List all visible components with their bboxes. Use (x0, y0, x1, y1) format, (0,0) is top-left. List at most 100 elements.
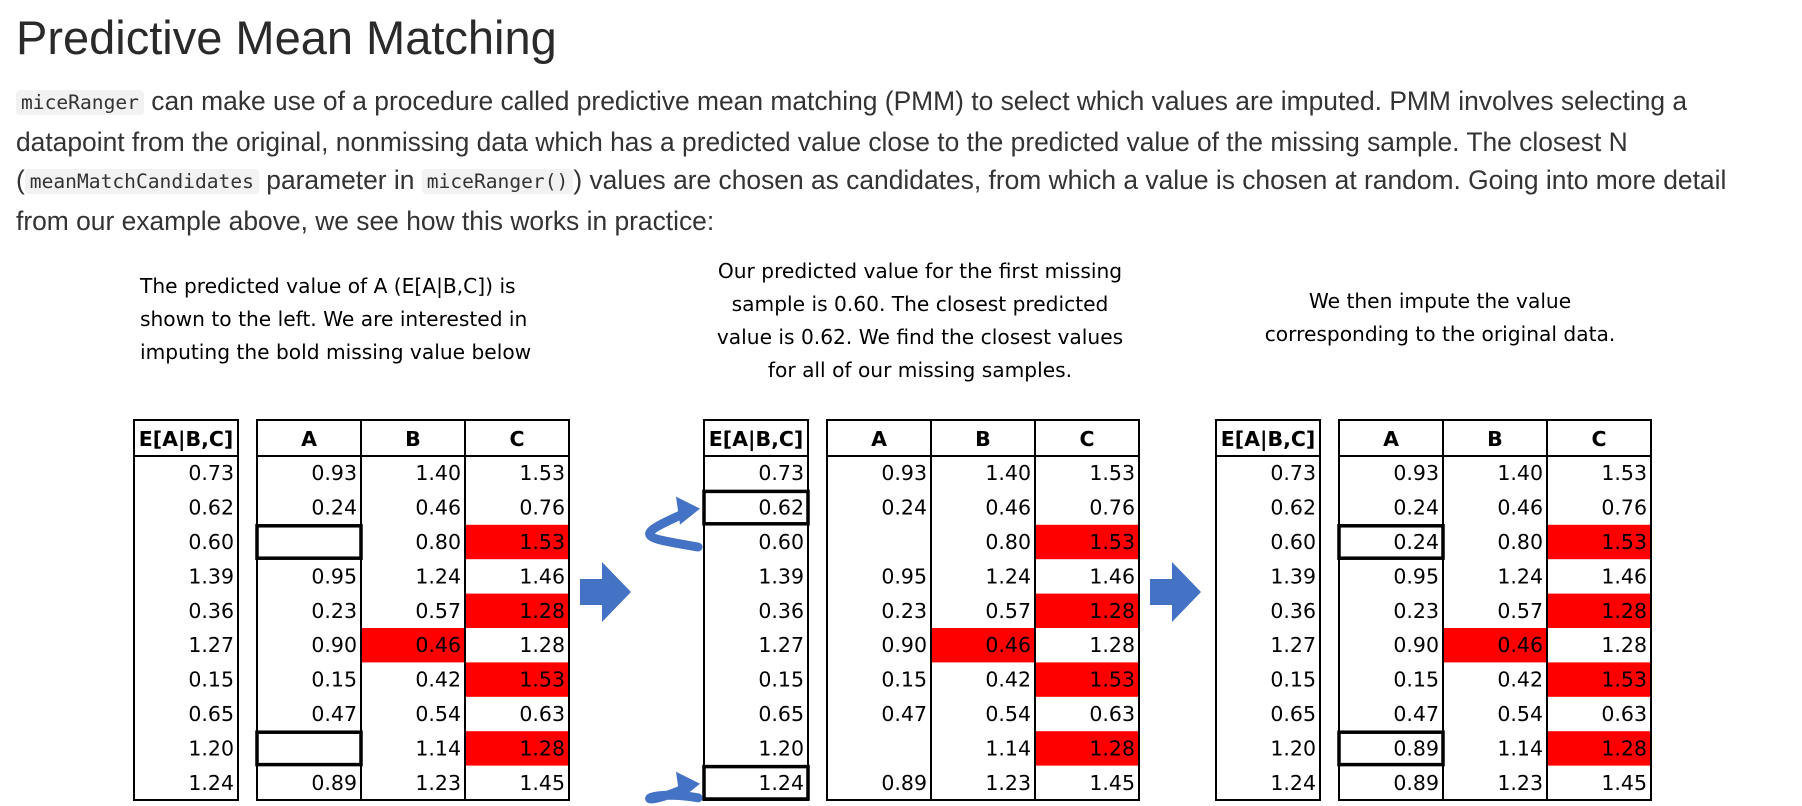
caption-line: The predicted value of A (E[A|B,C]) is (140, 274, 516, 298)
caption-line: Our predicted value for the first missin… (717, 259, 1123, 283)
data-cell: 0.46 (415, 633, 461, 657)
predicted-cell: 0.15 (1270, 668, 1316, 692)
data-cell: 0.93 (1393, 461, 1439, 485)
data-cell: 1.24 (985, 564, 1031, 588)
column-header-b: B (975, 427, 991, 451)
predicted-table-frame (1215, 419, 1321, 801)
right-arrow-icon (580, 562, 631, 622)
data-cell: 0.95 (881, 564, 927, 588)
data-cell: 0.23 (881, 599, 927, 623)
data-cell: 1.28 (1089, 599, 1135, 623)
data-cell: 0.42 (1497, 668, 1543, 692)
caption-line: corresponding to the original data. (1264, 322, 1616, 346)
data-cell: 1.53 (519, 461, 565, 485)
data-cell: 0.54 (985, 702, 1031, 726)
predicted-cell: 1.39 (1270, 564, 1316, 588)
data-cell: 1.28 (1601, 633, 1647, 657)
caption-line: sample is 0.60. The closest predicted (731, 292, 1109, 316)
data-cell: 1.28 (1089, 736, 1135, 760)
caption-closest-value: Our predicted value for the first missin… (700, 255, 1140, 387)
predicted-cell: 0.60 (758, 530, 804, 554)
predicted-cell: 0.15 (188, 668, 234, 692)
curved-arrow-head (676, 771, 700, 800)
data-cell: 0.46 (985, 633, 1031, 657)
code-miceRanger: miceRanger (16, 90, 144, 115)
missing-cell-highlight (1547, 524, 1651, 560)
data-cell: 1.28 (1089, 633, 1135, 657)
data-cell: 0.15 (881, 668, 927, 692)
predicted-cell: 1.27 (758, 633, 804, 657)
imputed-value-box (1337, 730, 1445, 767)
data-cell: 1.28 (519, 736, 565, 760)
data-cell: 0.54 (415, 702, 461, 726)
data-cell: 1.24 (1497, 564, 1543, 588)
caption-line: shown to the left. We are interested in (140, 307, 528, 331)
predicted-cell: 1.24 (1270, 771, 1316, 795)
caption-line: imputing the bold missing value below (140, 340, 532, 364)
predicted-cell: 0.73 (188, 461, 234, 485)
data-cell: 0.15 (311, 668, 357, 692)
missing-cell-highlight (465, 662, 569, 697)
predicted-table-frame (133, 419, 239, 801)
missing-cell-highlight (465, 593, 569, 628)
missing-cell-highlight (1035, 593, 1139, 628)
data-cell: 0.47 (881, 702, 927, 726)
predicted-table-frame (703, 419, 809, 801)
missing-value-box (255, 730, 363, 767)
predicted-cell: 0.62 (758, 496, 804, 520)
data-cell: 1.28 (1601, 736, 1647, 760)
data-cell: 1.45 (1089, 771, 1135, 795)
data-cell: 0.93 (881, 461, 927, 485)
data-cell: 1.23 (1497, 771, 1543, 795)
data-table-frame (1338, 419, 1652, 801)
data-cell: 0.89 (881, 771, 927, 795)
predicted-cell: 1.20 (1270, 736, 1316, 760)
data-cell: 1.46 (1089, 564, 1135, 588)
data-cell: 1.53 (1089, 530, 1135, 554)
intro-text-3: ) values are chosen as candidates, from … (16, 165, 1727, 236)
data-cell: 1.46 (519, 564, 565, 588)
data-cell: 0.90 (1393, 633, 1439, 657)
right-arrow-icon (1150, 562, 1201, 622)
data-cell: 0.24 (1393, 496, 1439, 520)
data-cell: 0.24 (311, 496, 357, 520)
caption-line: for all of our missing samples. (767, 358, 1073, 382)
intro-text-2: parameter in (258, 165, 422, 196)
imputed-value-box (1337, 524, 1445, 560)
data-cell: 0.47 (1393, 702, 1439, 726)
data-cell: 0.90 (881, 633, 927, 657)
data-cell: 0.42 (415, 668, 461, 692)
column-header-c: C (1079, 427, 1094, 451)
data-cell: 0.42 (985, 668, 1031, 692)
predicted-cell: 0.73 (1270, 461, 1316, 485)
data-cell: 1.23 (985, 771, 1031, 795)
caption-predicted-value: The predicted value of A (E[A|B,C]) is sh… (140, 270, 532, 369)
data-cell: 0.63 (1089, 702, 1135, 726)
column-header-b: B (1487, 427, 1503, 451)
data-cell: 0.76 (519, 496, 565, 520)
missing-cell-highlight (465, 524, 569, 560)
predicted-cell: 1.20 (188, 736, 234, 760)
curved-arrow-icon (645, 783, 703, 804)
data-cell: 1.53 (1601, 530, 1647, 554)
curved-arrow-icon (645, 508, 703, 552)
data-cell: 0.90 (311, 633, 357, 657)
data-cell: 1.14 (415, 736, 461, 760)
data-cell: 0.47 (311, 702, 357, 726)
data-cell: 1.45 (519, 771, 565, 795)
data-cell: 1.28 (519, 599, 565, 623)
data-cell: 0.89 (1393, 771, 1439, 795)
code-miceRanger-function: miceRanger() (421, 169, 574, 195)
data-cell: 0.80 (985, 530, 1031, 554)
data-cell: 0.76 (1089, 496, 1135, 520)
data-cell: 1.53 (1089, 461, 1135, 485)
data-cell: 0.57 (415, 599, 461, 623)
data-cell: 0.95 (311, 564, 357, 588)
predicted-cell: 0.73 (758, 461, 804, 485)
predicted-cell: 1.27 (1270, 633, 1316, 657)
predicted-cell: 0.36 (758, 599, 804, 623)
data-cell: 0.63 (519, 702, 565, 726)
predicted-cell: 1.39 (758, 564, 804, 588)
data-cell: 1.28 (519, 633, 565, 657)
data-cell: 1.53 (1601, 461, 1647, 485)
